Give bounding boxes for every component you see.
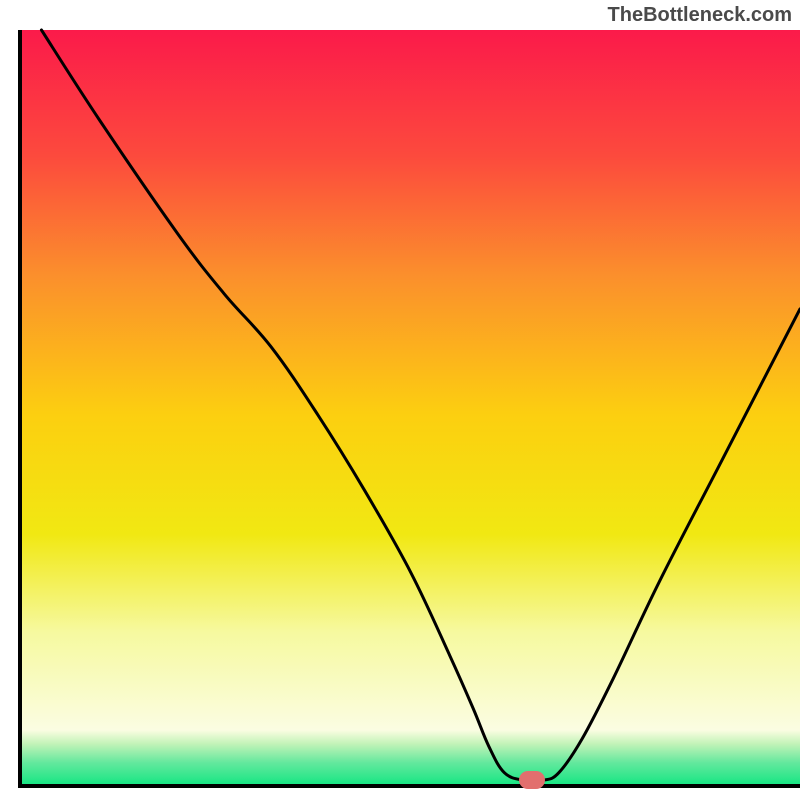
bottleneck-curve <box>0 0 800 800</box>
optimal-point-marker <box>519 771 545 789</box>
bottleneck-chart <box>0 0 800 800</box>
watermark-text: TheBottleneck.com <box>608 4 792 27</box>
